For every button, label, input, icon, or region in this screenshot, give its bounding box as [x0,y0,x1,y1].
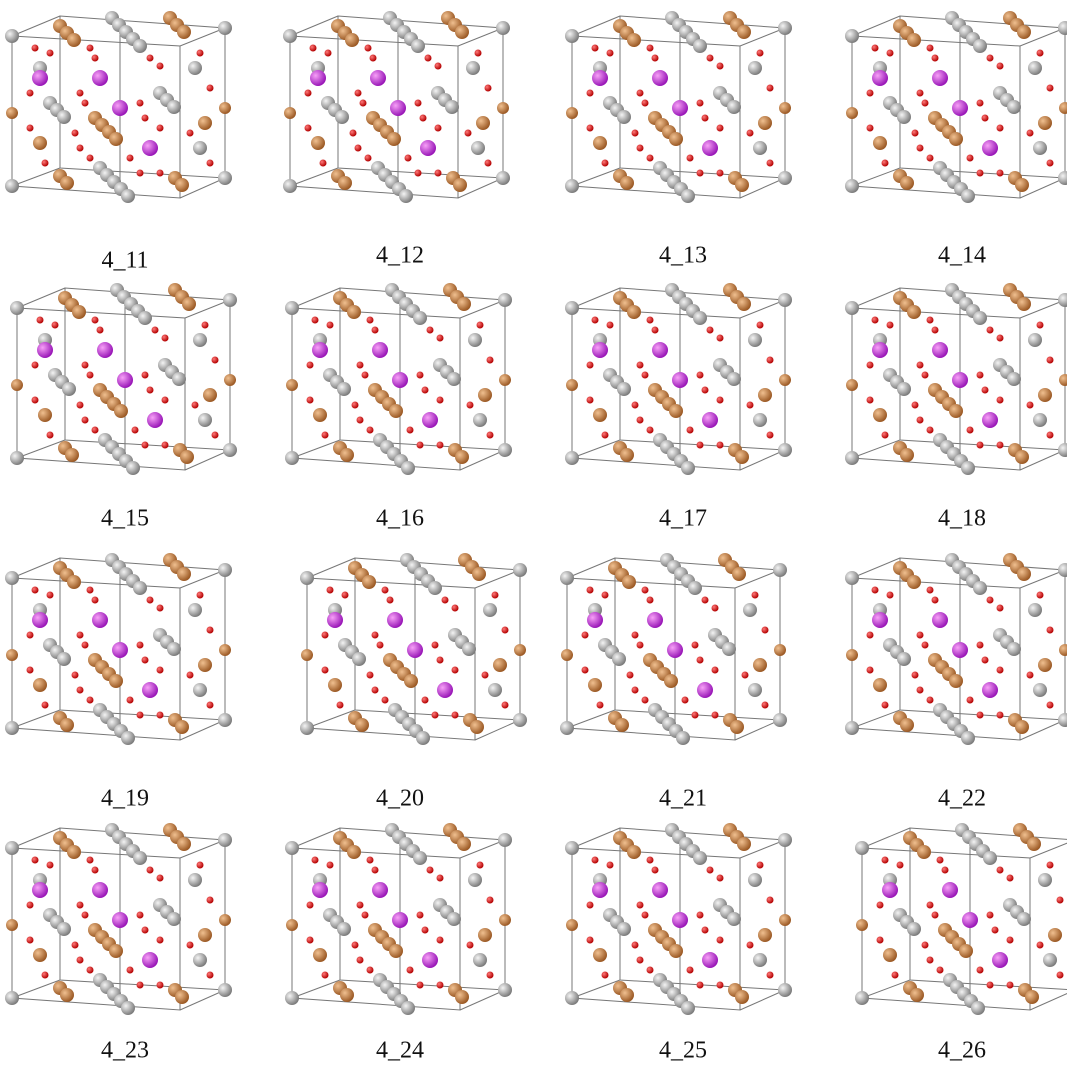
structure-image [5,553,232,745]
structure-label: 4_20 [376,786,424,812]
structure-image [560,553,787,745]
structure-image [845,11,1067,203]
structure-image [285,283,512,475]
structure-label: 4_19 [101,786,149,812]
structure-image [285,823,512,1015]
structure-image [845,553,1067,745]
structure-image [565,823,792,1015]
structure-image [300,553,527,745]
structure-label: 4_13 [659,243,707,269]
structure-label: 4_17 [659,506,707,532]
structure-image [5,11,232,203]
structure-label: 4_14 [938,243,986,269]
structure-image [10,283,237,475]
page: {"labels": ["4_11", "4_12", "4_13", "4_1… [0,0,1067,1065]
structure-image [565,283,792,475]
structure-image [565,11,792,203]
structure-image [845,283,1067,475]
structure-label: 4_16 [376,506,424,532]
structure-label: 4_26 [938,1038,986,1064]
structure-image [855,823,1067,1015]
structure-label: 4_23 [101,1038,149,1064]
structure-images [5,11,1067,1015]
structure-label: 4_22 [938,786,986,812]
structure-label: 4_11 [101,248,148,274]
structure-label: 4_18 [938,506,986,532]
structure-label: 4_15 [101,506,149,532]
structure-image [283,11,510,203]
structure-label: 4_25 [659,1038,707,1064]
structure-label: 4_21 [659,786,707,812]
structure-image [5,823,232,1015]
figure: 4_11 4_12 4_13 4_14 4_15 4_16 4_17 4_18 … [0,0,1067,1065]
structure-label: 4_24 [376,1038,424,1064]
structure-label: 4_12 [376,243,424,269]
